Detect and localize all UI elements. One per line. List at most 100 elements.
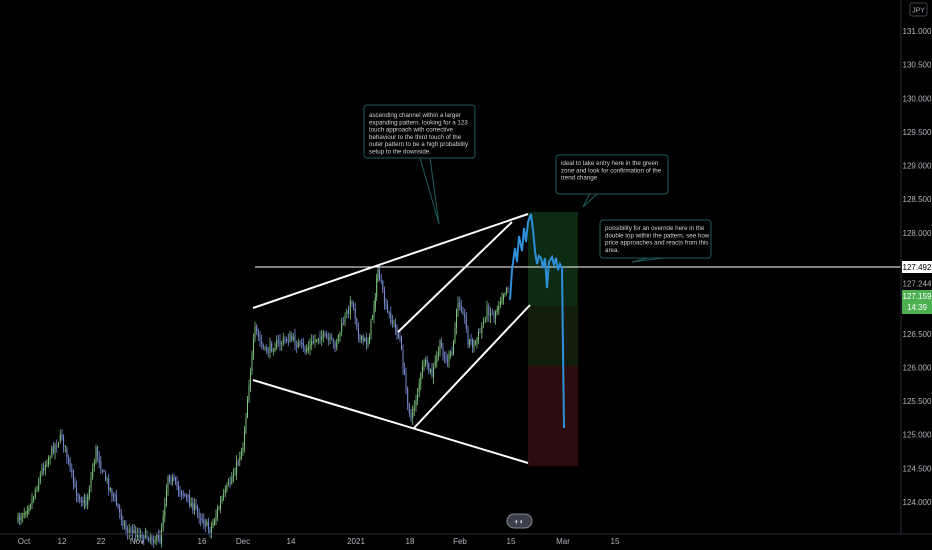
candle-body [184,494,186,496]
candle-body [221,499,223,502]
candle-body [307,347,309,350]
candle-body [88,489,90,499]
candle-body [380,280,382,282]
candle-body [77,495,79,497]
time-axis[interactable]: Oct 12 22 Nov 16 Dec 14 2021 18 Feb 15 Mar 15 [18,537,620,546]
candle-body [245,417,247,432]
candle-body [495,311,497,319]
candle-body [417,392,419,401]
candle-body [119,506,121,513]
candle-body [413,406,415,410]
candle-body [503,294,504,300]
price-tick-label: 128.000 [903,229,932,238]
candle-body [80,500,82,502]
ascending-channel-callout[interactable]: ascending channel within a larger expand… [363,104,476,159]
candle-body [507,288,509,290]
time-tick-label: 15 [507,537,516,546]
currency-badge[interactable] [909,2,928,17]
candle-body [370,319,372,336]
time-tick-label: 2021 [347,537,365,546]
candle-body [322,333,324,338]
price-projection-path [509,213,565,429]
candle-body [407,388,409,405]
candle-body [499,301,501,305]
candle-body [253,339,254,354]
candle-body [204,524,206,527]
candle-body [46,464,48,466]
override-callout[interactable]: possibility for an override here in the … [599,219,712,259]
price-tick-label: 125.500 [903,397,932,406]
candle-body [296,345,298,347]
price-tick-label: 131.000 [903,27,932,36]
candle-body [136,533,138,537]
time-tick-label: Oct [18,537,31,546]
candle-body [190,503,192,507]
countdown-label: 14:39 [907,303,928,312]
candle-body [192,502,194,511]
candle-body [223,493,225,498]
candle-body [173,477,175,480]
candle-body [332,340,334,342]
candle-body [405,373,407,390]
currency-badge-text: JPY [912,8,925,15]
candle-body [329,337,331,340]
entry-callout[interactable]: ideal to take entry here in the green zo… [555,154,669,195]
candle-body [114,495,116,497]
candle-body [34,490,36,497]
price-tick-label: 124.000 [903,498,932,507]
candle-body [157,534,159,538]
candle-body [286,338,288,341]
candle-body [31,499,33,505]
candle-body [169,475,170,481]
candle-body [475,341,476,343]
candle-body [100,461,102,470]
candle-body [254,326,256,339]
candle-body [105,472,107,480]
candle-body [98,457,100,463]
upper-expanding-trendline[interactable] [252,213,529,309]
candle-body [423,364,425,366]
candle-body [33,497,35,501]
candle-body [162,516,164,528]
candle-body [391,321,393,323]
candle-body [181,491,183,495]
candle-body [357,327,359,337]
candle-body [341,323,343,332]
price-axis[interactable]: 131.000 130.500 130.000 129.500 129.000 128.5… [903,27,932,507]
candle-body [337,335,339,342]
candle-body [117,504,119,508]
candle-body [445,357,447,359]
candle-body [450,353,451,355]
candle-body [170,482,172,484]
lower-expanding-trendline[interactable] [252,379,529,464]
candle-body [66,447,68,458]
candle-body [496,308,498,312]
candle-body [83,500,85,503]
price-tick-label: 127.244 [903,280,932,289]
candle-body [396,326,398,336]
candle-body [479,331,481,333]
candle-body [214,520,215,524]
candle-body [321,336,323,340]
candle-body [291,335,293,340]
candle-body [85,501,87,507]
candle-body [247,399,248,418]
candle-body [276,340,278,349]
candle-body [217,509,218,517]
candle-body [25,512,27,514]
candle-body [242,447,244,451]
candle-body [167,477,169,489]
candle-body [20,517,22,520]
candle-body [398,334,399,337]
candle-body [228,481,229,485]
candle-body [408,404,410,414]
candle-body [49,457,51,460]
candle-body [383,289,385,304]
channel-callout-pointer [419,157,440,225]
candle-body [29,505,31,508]
channel-lower-line[interactable] [413,304,531,429]
candle-body [436,355,438,363]
candle-body [59,434,61,442]
channel-upper-line[interactable] [397,221,513,333]
